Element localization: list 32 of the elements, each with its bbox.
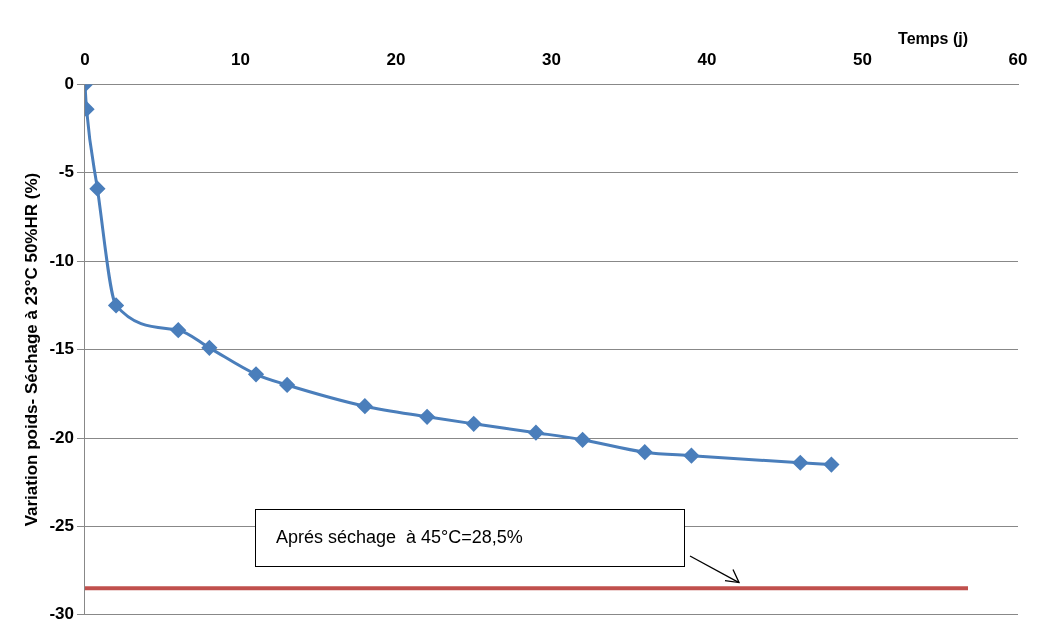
x-tick-label: 60 [1008, 49, 1028, 69]
point [89, 181, 105, 197]
point [108, 297, 124, 313]
point [248, 366, 264, 382]
x-tick-label: 50 [853, 49, 872, 69]
point [823, 457, 839, 473]
y-tick-label: -15 [49, 339, 74, 359]
y-tick-label: -30 [49, 604, 74, 624]
point [357, 398, 373, 414]
point [528, 425, 544, 441]
point [575, 432, 591, 448]
y-tick-label: -20 [49, 427, 74, 447]
point [170, 322, 186, 338]
x-tick-label: 30 [542, 49, 561, 69]
note-box: Aprés séchage à 45°C=28,5% [254, 508, 685, 567]
x-axis-title: Temps (j) [898, 30, 968, 48]
point [466, 416, 482, 432]
point [419, 409, 435, 425]
y-tick-label: 0 [64, 74, 74, 94]
y-tick-label: -5 [58, 162, 74, 182]
point [792, 455, 808, 471]
y-axis-title: Variation poids- Séchage à 23°C 50%HR (%) [21, 172, 41, 527]
point [637, 444, 653, 460]
x-tick-label: 40 [697, 49, 717, 69]
y-tick-label: -25 [49, 516, 74, 536]
x-tick-label: 20 [386, 49, 406, 69]
x-tick-label: 0 [80, 49, 90, 69]
point [683, 448, 699, 464]
point [279, 377, 295, 393]
x-tick-label: 10 [231, 49, 250, 69]
y-tick-label: -10 [49, 250, 74, 270]
point [201, 340, 217, 356]
